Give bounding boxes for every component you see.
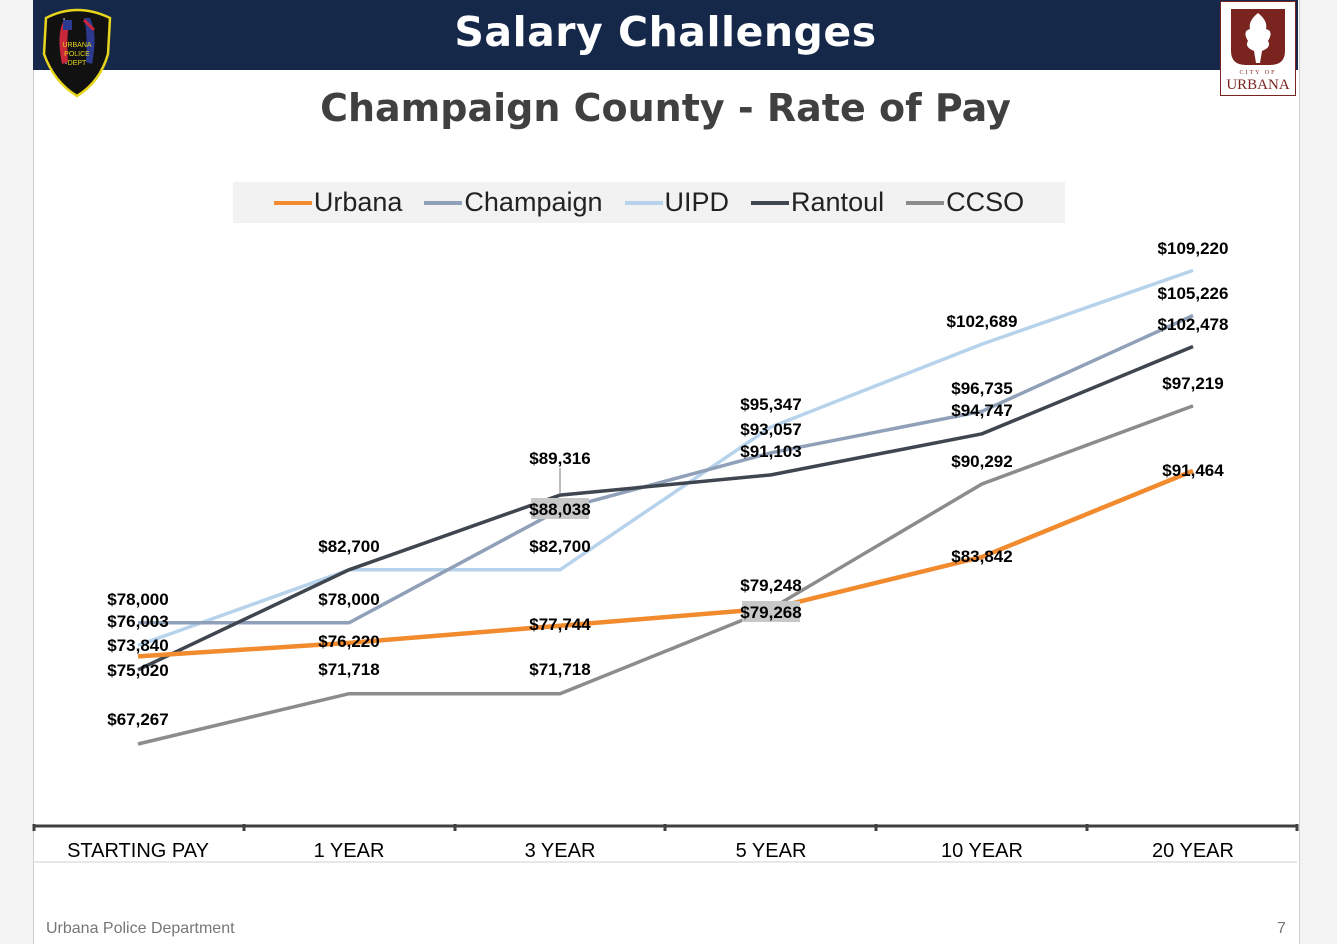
data-label-rantoul: $94,747 [951,401,1012,420]
x-tick-label: 1 YEAR [314,840,385,862]
data-label-ccso: $90,292 [951,452,1012,471]
legend-label: Champaign [464,187,603,217]
data-label-urbana: $76,220 [318,632,379,651]
svg-text:URBANA: URBANA [1226,77,1290,93]
data-label-ccso: $71,718 [529,660,590,679]
legend-label: Rantoul [791,187,885,217]
header-bar [33,0,1298,70]
legend-swatch [624,200,663,205]
legend-item-urbana: Urbana [273,187,403,218]
svg-text:CITY OF: CITY OF [1240,70,1277,76]
data-label-uipd: $95,347 [740,395,801,414]
series-line-rantoul [137,344,1194,672]
legend-label: CCSO [946,187,1025,217]
data-label-ccso: $79,248 [740,576,801,595]
data-label-ccso: $71,718 [318,660,379,679]
series-line-ccso [137,404,1194,746]
data-label-champaign: $78,000 [107,590,168,609]
data-label-uipd: $102,689 [947,312,1018,331]
legend-label: Urbana [313,187,403,217]
data-label-uipd: $82,700 [529,537,590,556]
data-label-champaign: $93,057 [740,420,801,439]
x-tick-label: 3 YEAR [525,840,596,862]
data-label-rantoul: $73,840 [107,636,168,655]
legend-item-uipd: UIPD [624,187,730,218]
data-label-urbana: $91,464 [1162,461,1224,480]
data-label-rantoul: $89,316 [529,449,590,468]
series-line-uipd [137,268,1194,648]
city-of-urbana-logo: CITY OF URBANA [1220,1,1296,96]
data-label-ccso: $67,267 [107,710,168,729]
data-label-highlight [742,601,800,622]
x-tick-label: 10 YEAR [941,840,1023,862]
page-number: 7 [1277,920,1286,937]
data-label-rantoul: $82,700 [318,537,379,556]
series-line-champaign [138,313,1194,625]
data-label-urbana: $75,020 [107,661,168,680]
data-label-ccso: $97,219 [1162,374,1223,393]
legend-item-champaign: Champaign [424,187,603,218]
legend-swatch [273,200,312,205]
legend-swatch [424,200,463,205]
x-tick-label: 5 YEAR [736,840,807,862]
svg-text:DEPT: DEPT [68,60,87,67]
legend-item-rantoul: Rantoul [751,187,884,218]
data-label-urbana: $83,842 [951,547,1012,566]
legend-swatch [751,200,790,205]
data-label-champaign: $105,226 [1158,284,1229,303]
data-label-uipd: $109,220 [1158,239,1229,258]
data-label-urbana: $79,268 [740,603,801,622]
chart-legend: Urbana Champaign UIPD Rantoul CCSO [233,182,1065,223]
data-label-champaign: $78,000 [318,590,379,609]
svg-text:URBANA: URBANA [62,42,92,49]
legend-swatch [906,200,945,205]
chart-title: Champaign County - Rate of Pay [320,86,1011,130]
police-badge-logo: URBANA POLICE DEPT [42,8,112,98]
data-label-champaign: $96,735 [951,379,1012,398]
legend-label: UIPD [664,187,730,217]
slide [33,0,1300,944]
legend-item-ccso: CCSO [906,187,1024,218]
data-label-urbana: $77,744 [529,615,591,634]
data-label-rantoul: $91,103 [740,442,801,461]
data-label-highlight [531,498,589,519]
svg-text:POLICE: POLICE [64,51,90,58]
series-line-urbana [137,468,1194,659]
x-tick-label: 20 YEAR [1152,840,1234,862]
data-label-champaign: $88,038 [529,500,590,519]
x-tick-label: STARTING PAY [67,840,209,862]
data-label-rantoul: $102,478 [1158,315,1229,334]
data-label-uipd: $76,003 [107,612,168,631]
slide-title: Salary Challenges [454,8,877,56]
footer-org: Urbana Police Department [46,920,235,937]
